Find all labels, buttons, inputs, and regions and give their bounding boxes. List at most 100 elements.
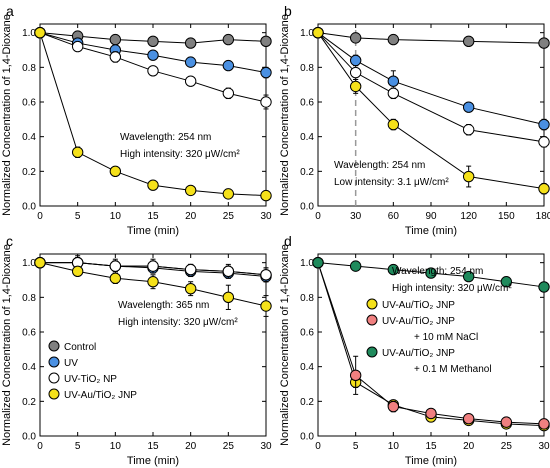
data-point-uvtio2 — [71, 40, 84, 53]
annotation-wavelength-b: Wavelength: 254 nm — [334, 160, 425, 171]
data-point-control — [184, 37, 197, 49]
x-tick-label: 30 — [350, 211, 362, 222]
data-point-uvau — [387, 118, 400, 131]
legend-marker-jnp — [366, 298, 378, 310]
panel-a: 0 5 10 15 20 25 30 0.0 0.2 0.4 0.6 0.8 1.0 Time (min)… — [1, 14, 272, 237]
data-point-methanol — [500, 276, 513, 288]
data-point-control — [349, 32, 362, 44]
data-point-uvau — [109, 165, 122, 178]
data-point-control — [222, 33, 235, 46]
data-point-uvau — [71, 265, 84, 278]
y-tick-label: 0.4 — [300, 132, 314, 143]
y-tick-label: 0.6 — [300, 328, 314, 339]
legend-label-uv: UV — [64, 358, 78, 369]
x-tick-label: 25 — [223, 441, 235, 452]
y-tick-label: 0.2 — [22, 167, 36, 178]
legend-label-nacl-suffix: + 10 mM NaCl — [414, 332, 478, 343]
legend-marker-control — [48, 340, 60, 352]
x-tick-label: 0 — [37, 211, 43, 222]
x-tick-label: 90 — [425, 211, 437, 222]
x-tick-label: 20 — [185, 441, 197, 452]
x-tick-label: 0 — [315, 211, 321, 222]
y-tick-label: 1.0 — [300, 28, 314, 39]
x-axis-label: Time (min) — [405, 225, 457, 237]
y-tick-label: 0.2 — [300, 167, 314, 178]
data-point-uvau — [538, 182, 550, 195]
data-point-uvtio2 — [109, 51, 122, 63]
data-point-uvau — [147, 276, 159, 288]
y-tick-label: 1.0 — [22, 28, 36, 39]
x-tick-label: 30 — [260, 211, 272, 222]
data-point-uvau — [109, 272, 122, 284]
data-point-uvau — [260, 189, 272, 202]
data-point-control — [538, 37, 550, 49]
series-uvau — [34, 256, 272, 317]
panel-letter-b: b — [284, 3, 292, 19]
data-point-nacl — [538, 418, 550, 430]
data-point-control — [387, 33, 400, 46]
data-point-control — [147, 35, 159, 48]
y-tick-label: 1.0 — [300, 258, 314, 269]
x-tick-label: 15 — [147, 211, 159, 222]
series-uvtio2 — [34, 26, 272, 110]
legend-marker-uv-tio2 — [48, 372, 60, 384]
data-point-uv — [147, 49, 159, 61]
series-line-uv — [317, 32, 545, 126]
data-point-methanol — [462, 270, 475, 283]
x-tick-label: 150 — [498, 211, 515, 222]
data-point-methanol — [387, 263, 400, 276]
y-tick-label: 0.0 — [22, 202, 36, 213]
data-point-nacl — [500, 416, 513, 428]
y-tick-label: 0.8 — [22, 293, 36, 304]
data-point-uvau — [462, 170, 475, 183]
data-point-uvtio2 — [387, 87, 400, 100]
y-tick-label: 0.6 — [300, 98, 314, 109]
legend-label-methanol-suffix: + 0.1 M Methanol — [414, 364, 492, 375]
series-control — [34, 26, 272, 49]
data-point-uvau — [34, 26, 46, 39]
y-tick-label: 0.8 — [300, 293, 314, 304]
y-tick-label: 1.0 — [22, 258, 36, 269]
legend-marker-methanol — [366, 346, 378, 358]
x-tick-label: 0 — [315, 441, 321, 452]
y-tick-label: 0.6 — [22, 328, 36, 339]
panel-letter-c: c — [6, 233, 13, 249]
y-tick-label: 0.2 — [300, 397, 314, 408]
series-uvau — [34, 26, 272, 202]
y-tick-label: 0.6 — [22, 98, 36, 109]
legend-label-uv-au: UV-Au/TiO₂ JNP — [64, 390, 137, 401]
annotation-wavelength-c: Wavelength: 365 nm — [118, 300, 209, 311]
y-axis-label: Normalized Concentration of 1,4-Dioxane — [1, 14, 13, 216]
data-point-methanol — [349, 260, 362, 272]
data-point-uvtio2 — [538, 136, 550, 148]
data-point-uvtio2 — [222, 87, 235, 100]
annotation-intensity-c: High intensity: 320 μW/cm² — [118, 317, 238, 328]
data-point-uvau — [222, 291, 235, 304]
x-tick-label: 10 — [110, 211, 122, 222]
data-point-nacl — [425, 407, 437, 420]
data-point-uvtio2 — [147, 260, 159, 272]
data-point-uvau — [349, 80, 362, 93]
y-axis-label: Normalized Concentration of 1,4-Dioxane — [279, 14, 291, 216]
legend-panel-d: UV-Au/TiO₂ JNP UV-Au/TiO₂ JNP + 10 mM Na… — [366, 298, 492, 375]
data-point-control — [462, 35, 475, 48]
x-tick-label: 60 — [388, 211, 400, 222]
x-tick-label: 15 — [147, 441, 159, 452]
data-point-nacl — [349, 369, 362, 382]
data-point-uvtio2 — [222, 265, 235, 278]
y-tick-label: 0.0 — [22, 432, 36, 443]
x-tick-label: 25 — [223, 211, 235, 222]
x-axis-label: Time (min) — [127, 225, 179, 237]
annotation-intensity-b: Low intensity: 3.1 μW/cm² — [334, 177, 449, 188]
legend-label-uv-tio2: UV-TiO₂ NP — [64, 374, 117, 385]
data-point-uv — [260, 66, 272, 79]
data-point-uv — [184, 56, 197, 68]
x-axis-label: Time (min) — [405, 455, 457, 467]
data-point-uvtio2 — [349, 66, 362, 79]
data-point-uvau — [184, 184, 197, 197]
x-tick-label: 5 — [75, 441, 81, 452]
series-uvau — [312, 26, 550, 195]
y-tick-label: 0.4 — [22, 132, 36, 143]
x-tick-label: 0 — [37, 441, 43, 452]
